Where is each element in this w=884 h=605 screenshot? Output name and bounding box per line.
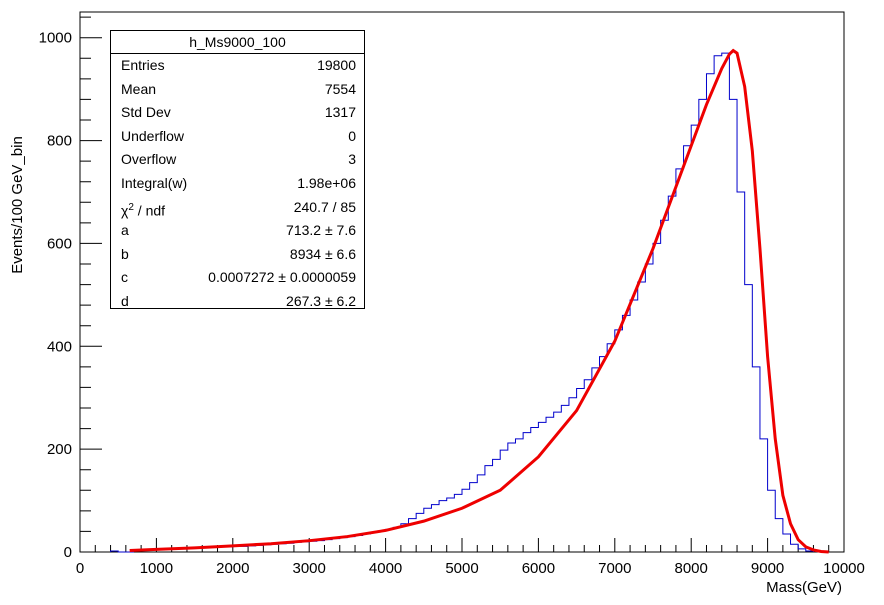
stats-row: Std Dev 1317 bbox=[111, 101, 364, 125]
stats-row-label: Integral(w) bbox=[121, 174, 188, 191]
stats-row: d 267.3 ± 6.2 bbox=[111, 290, 364, 314]
axis-tick-labels: 0 1000 2000 3000 4000 5000 6000 7000 8000 9000 100… bbox=[39, 30, 865, 577]
fit-curve bbox=[129, 48, 829, 554]
x-axis-title: Mass(GeV) bbox=[766, 579, 842, 596]
stats-box-title: h_Ms9000_100 bbox=[111, 31, 364, 54]
stats-row-value: 1317 bbox=[324, 104, 356, 121]
stats-row-value: 1.98e+06 bbox=[297, 174, 356, 191]
x-tick-label: 0 bbox=[76, 560, 84, 577]
stats-row-label: Mean bbox=[121, 80, 157, 97]
stats-row-value: 19800 bbox=[317, 57, 356, 73]
x-tick-label: 8000 bbox=[675, 560, 708, 577]
stats-row-value: 3 bbox=[348, 151, 356, 168]
stats-row: Integral(w) 1.98e+06 bbox=[111, 172, 364, 196]
x-tick-label: 1000 bbox=[140, 560, 173, 577]
x-tick-label: 3000 bbox=[293, 560, 326, 577]
stats-row: χ2 / ndf 240.7 / 85 bbox=[111, 196, 364, 220]
stats-row: c 0.0007272 ± 0.0000059 bbox=[111, 266, 364, 290]
stats-row-value: 0 bbox=[348, 127, 356, 144]
x-tick-label: 4000 bbox=[369, 560, 402, 577]
stats-row-label: χ2 / ndf bbox=[121, 201, 166, 219]
x-tick-label: 9000 bbox=[751, 560, 784, 577]
y-tick-label: 600 bbox=[47, 235, 72, 252]
stats-row: b 8934 ± 6.6 bbox=[111, 243, 364, 267]
x-tick-label: 2000 bbox=[216, 560, 249, 577]
stats-row: Entries 19800 bbox=[111, 54, 364, 78]
stats-row: a 713.2 ± 7.6 bbox=[111, 219, 364, 243]
y-axis-title: Events/100 GeV_bin bbox=[9, 136, 26, 274]
x-tick-label: 5000 bbox=[445, 560, 478, 577]
stats-row-label: Underflow bbox=[121, 127, 185, 144]
y-tick-label: 1000 bbox=[39, 30, 72, 47]
stats-row: Mean 7554 bbox=[111, 78, 364, 102]
stats-row-value: 0.0007272 ± 0.0000059 bbox=[208, 269, 356, 286]
stats-row-label: c bbox=[121, 269, 128, 286]
stats-box: h_Ms9000_100 Entries 19800 Mean 7554 Std Dev… bbox=[110, 30, 365, 309]
stats-row-value: 240.7 / 85 bbox=[293, 198, 356, 215]
stats-row: Underflow 0 bbox=[111, 125, 364, 149]
y-tick-label: 0 bbox=[64, 544, 72, 561]
stats-row-label: b bbox=[121, 245, 129, 262]
stats-row: Overflow 3 bbox=[111, 148, 364, 172]
stats-row-label: a bbox=[121, 222, 129, 239]
stats-row-label: Entries bbox=[121, 57, 165, 73]
stats-row-value: 713.2 ± 7.6 bbox=[286, 222, 356, 239]
stats-row-label: Overflow bbox=[121, 151, 177, 168]
stats-row-label: Std Dev bbox=[121, 104, 171, 121]
x-tick-label: 10000 bbox=[823, 560, 865, 577]
x-tick-label: 7000 bbox=[598, 560, 631, 577]
x-tick-label: 6000 bbox=[522, 560, 555, 577]
stats-row-value: 7554 bbox=[324, 80, 356, 97]
y-tick-label: 800 bbox=[47, 133, 72, 150]
y-tick-label: 200 bbox=[47, 441, 72, 458]
stats-row-value: 267.3 ± 6.2 bbox=[286, 292, 356, 309]
stats-rows: Entries 19800 Mean 7554 Std Dev 1317 Underflow… bbox=[111, 54, 364, 314]
y-tick-label: 400 bbox=[47, 338, 72, 355]
stats-row-label: d bbox=[121, 292, 129, 309]
stats-row-value: 8934 ± 6.6 bbox=[289, 245, 356, 262]
